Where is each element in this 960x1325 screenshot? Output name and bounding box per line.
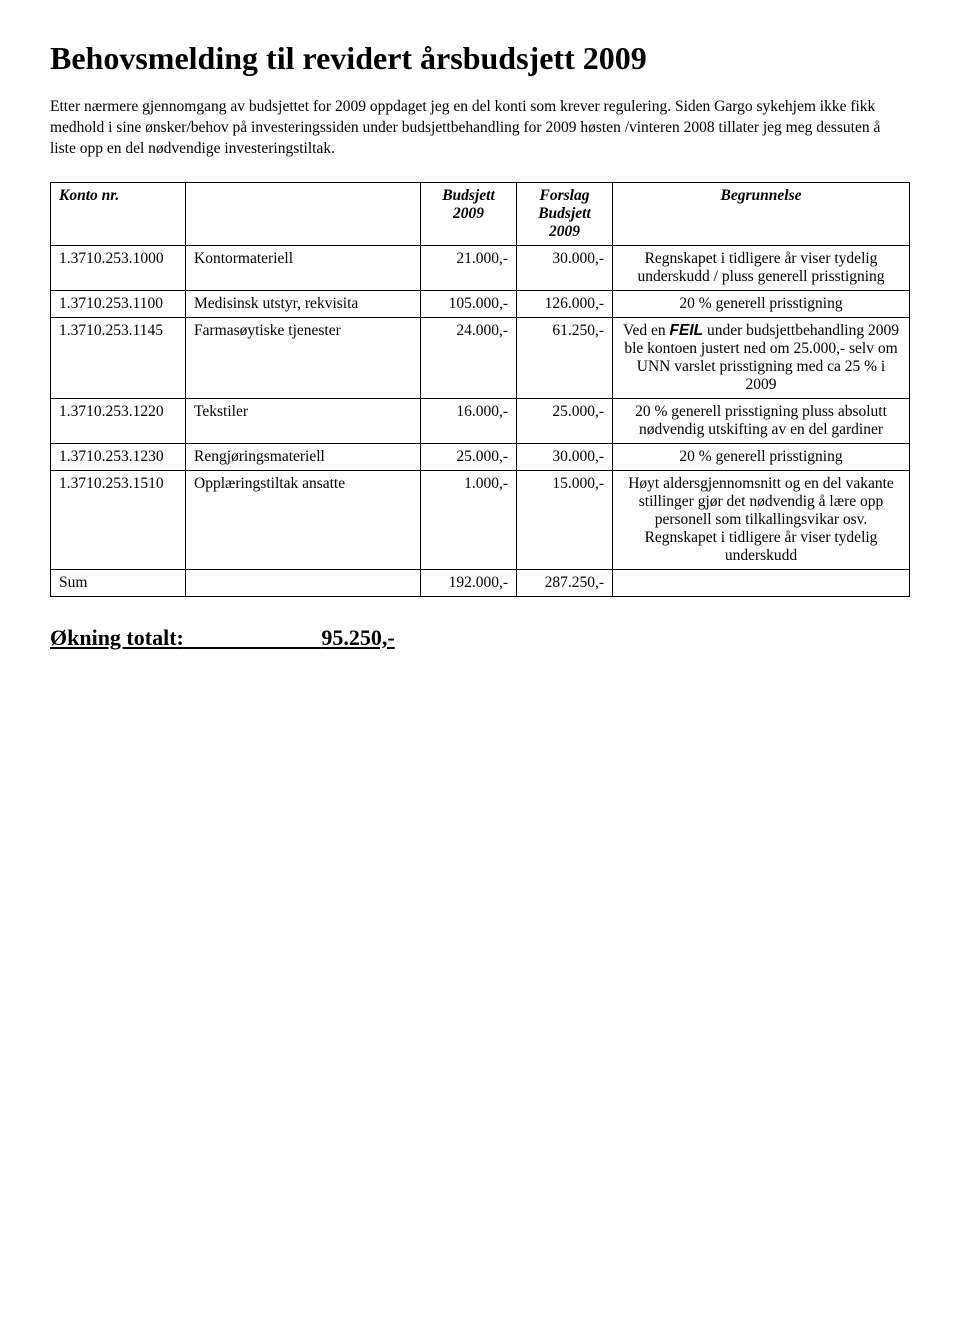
feil-text: FEIL — [670, 322, 704, 339]
sum-empty — [186, 569, 421, 596]
sum-begr-empty — [613, 569, 910, 596]
sum-label: Sum — [51, 569, 186, 596]
cell-begrunnelse: 20 % generell prisstigning pluss absolut… — [613, 398, 910, 443]
cell-konto: 1.3710.253.1510 — [51, 470, 186, 569]
cell-budsjett: 24.000,- — [421, 317, 517, 398]
table-header-row: Konto nr. Budsjett 2009 Forslag Budsjett… — [51, 182, 910, 245]
totals-value: 95.250,- — [321, 625, 394, 650]
begr-pre: Ved en — [623, 322, 670, 339]
cell-desc: Rengjøringsmateriell — [186, 443, 421, 470]
cell-forslag: 61.250,- — [517, 317, 613, 398]
cell-begrunnelse: 20 % generell prisstigning — [613, 290, 910, 317]
cell-budsjett: 1.000,- — [421, 470, 517, 569]
cell-konto: 1.3710.253.1145 — [51, 317, 186, 398]
cell-budsjett: 25.000,- — [421, 443, 517, 470]
totals-line: Økning totalt: 95.250,- — [50, 625, 910, 651]
col-begrunnelse: Begrunnelse — [613, 182, 910, 245]
cell-forslag: 30.000,- — [517, 443, 613, 470]
cell-desc: Opplæringstiltak ansatte — [186, 470, 421, 569]
col-konto: Konto nr. — [51, 182, 186, 245]
col-desc — [186, 182, 421, 245]
cell-begrunnelse: Ved en FEIL under budsjettbehandling 200… — [613, 317, 910, 398]
col-forslag: Forslag Budsjett 2009 — [517, 182, 613, 245]
cell-budsjett: 16.000,- — [421, 398, 517, 443]
cell-begrunnelse: Høyt aldersgjennomsnitt og en del vakant… — [613, 470, 910, 569]
cell-forslag: 30.000,- — [517, 245, 613, 290]
totals-label: Økning totalt: — [50, 625, 184, 650]
cell-konto: 1.3710.253.1100 — [51, 290, 186, 317]
sum-row: Sum 192.000,- 287.250,- — [51, 569, 910, 596]
cell-desc: Tekstiler — [186, 398, 421, 443]
cell-desc: Kontormateriell — [186, 245, 421, 290]
cell-konto: 1.3710.253.1230 — [51, 443, 186, 470]
intro-paragraph: Etter nærmere gjennomgang av budsjettet … — [50, 97, 910, 160]
table-row: 1.3710.253.1100 Medisinsk utstyr, rekvis… — [51, 290, 910, 317]
table-row: 1.3710.253.1000 Kontormateriell 21.000,-… — [51, 245, 910, 290]
col-budsjett: Budsjett 2009 — [421, 182, 517, 245]
cell-forslag: 126.000,- — [517, 290, 613, 317]
table-row: 1.3710.253.1510 Opplæringstiltak ansatte… — [51, 470, 910, 569]
table-row: 1.3710.253.1220 Tekstiler 16.000,- 25.00… — [51, 398, 910, 443]
sum-forslag: 287.250,- — [517, 569, 613, 596]
cell-begrunnelse: 20 % generell prisstigning — [613, 443, 910, 470]
cell-forslag: 25.000,- — [517, 398, 613, 443]
cell-konto: 1.3710.253.1000 — [51, 245, 186, 290]
cell-desc: Farmasøytiske tjenester — [186, 317, 421, 398]
cell-budsjett: 21.000,- — [421, 245, 517, 290]
table-row: 1.3710.253.1230 Rengjøringsmateriell 25.… — [51, 443, 910, 470]
sum-budsjett: 192.000,- — [421, 569, 517, 596]
cell-budsjett: 105.000,- — [421, 290, 517, 317]
cell-begrunnelse: Regnskapet i tidligere år viser tydelig … — [613, 245, 910, 290]
cell-forslag: 15.000,- — [517, 470, 613, 569]
table-row: 1.3710.253.1145 Farmasøytiske tjenester … — [51, 317, 910, 398]
cell-konto: 1.3710.253.1220 — [51, 398, 186, 443]
cell-desc: Medisinsk utstyr, rekvisita — [186, 290, 421, 317]
budget-table: Konto nr. Budsjett 2009 Forslag Budsjett… — [50, 182, 910, 597]
page-title: Behovsmelding til revidert årsbudsjett 2… — [50, 40, 910, 77]
